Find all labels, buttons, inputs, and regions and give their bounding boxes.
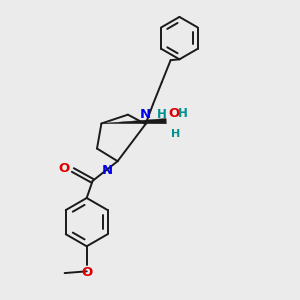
Polygon shape xyxy=(101,118,166,124)
Text: N: N xyxy=(102,164,113,177)
Text: H: H xyxy=(177,107,187,120)
Text: H: H xyxy=(172,129,181,140)
Text: O: O xyxy=(82,266,93,279)
Text: O: O xyxy=(58,162,69,175)
Text: O: O xyxy=(168,107,179,120)
Text: H: H xyxy=(157,108,166,121)
Text: N: N xyxy=(140,108,151,121)
